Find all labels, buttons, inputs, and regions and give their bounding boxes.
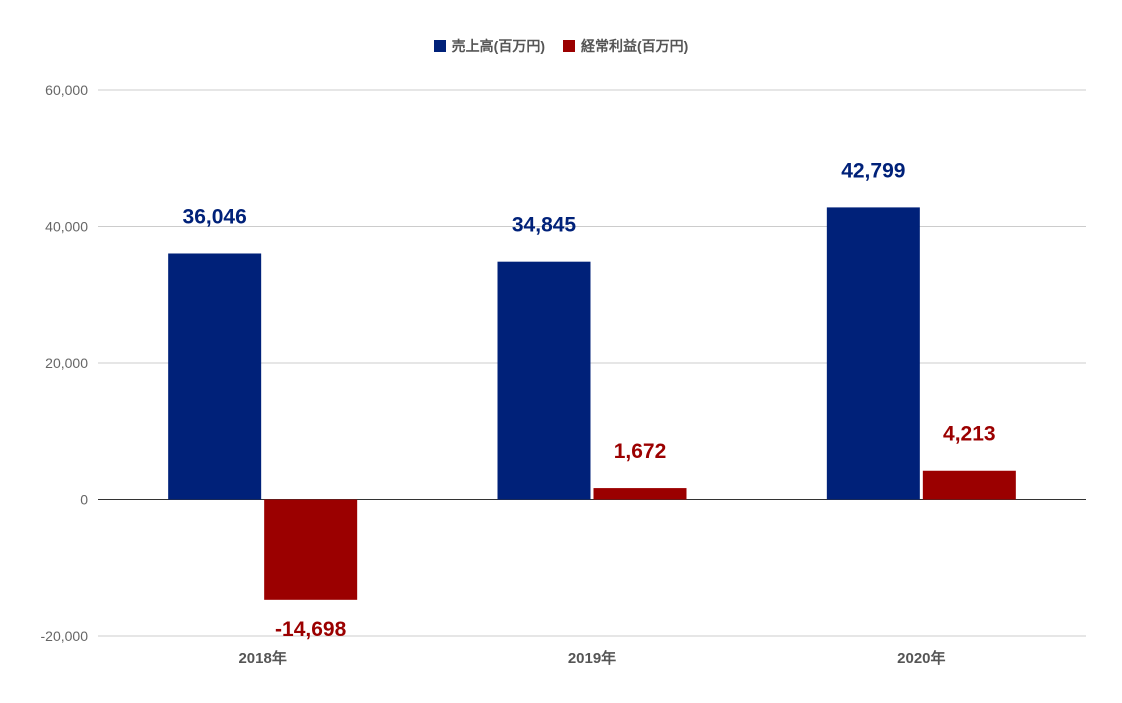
y-tick-label: -20,000	[41, 628, 89, 644]
x-category-label: 2020年	[897, 649, 945, 667]
y-tick-label: 60,000	[45, 82, 88, 98]
bar-sales	[497, 261, 591, 500]
legend-swatch-ordinary-profit	[563, 40, 575, 52]
y-tick-label: 0	[80, 492, 88, 508]
bar-ordinary-profit	[264, 499, 358, 600]
legend-label-sales: 売上高(百万円)	[451, 38, 545, 54]
data-label: 1,672	[614, 440, 667, 463]
bar-ordinary-profit	[593, 488, 687, 500]
legend-swatch-sales	[433, 40, 446, 52]
bar-sales	[168, 253, 262, 500]
data-label: 4,213	[943, 423, 996, 446]
data-label: -14,698	[275, 618, 347, 641]
y-tick-label: 20,000	[45, 355, 88, 371]
data-label: 34,845	[512, 214, 577, 237]
bar-sales	[826, 207, 920, 500]
chart-legend: 売上高(百万円) 経常利益(百万円)	[0, 36, 1122, 56]
y-tick-label: 40,000	[45, 219, 88, 235]
legend-label-ordinary-profit: 経常利益(百万円)	[581, 38, 689, 54]
bar-ordinary-profit	[922, 470, 1016, 500]
legend-item-ordinary-profit: 経常利益(百万円)	[563, 36, 688, 56]
data-label: 36,046	[183, 205, 247, 228]
x-category-label: 2018年	[238, 649, 286, 667]
x-category-label: 2019年	[568, 649, 616, 667]
data-label: 42,799	[841, 159, 905, 182]
legend-item-sales: 売上高(百万円)	[433, 36, 545, 56]
